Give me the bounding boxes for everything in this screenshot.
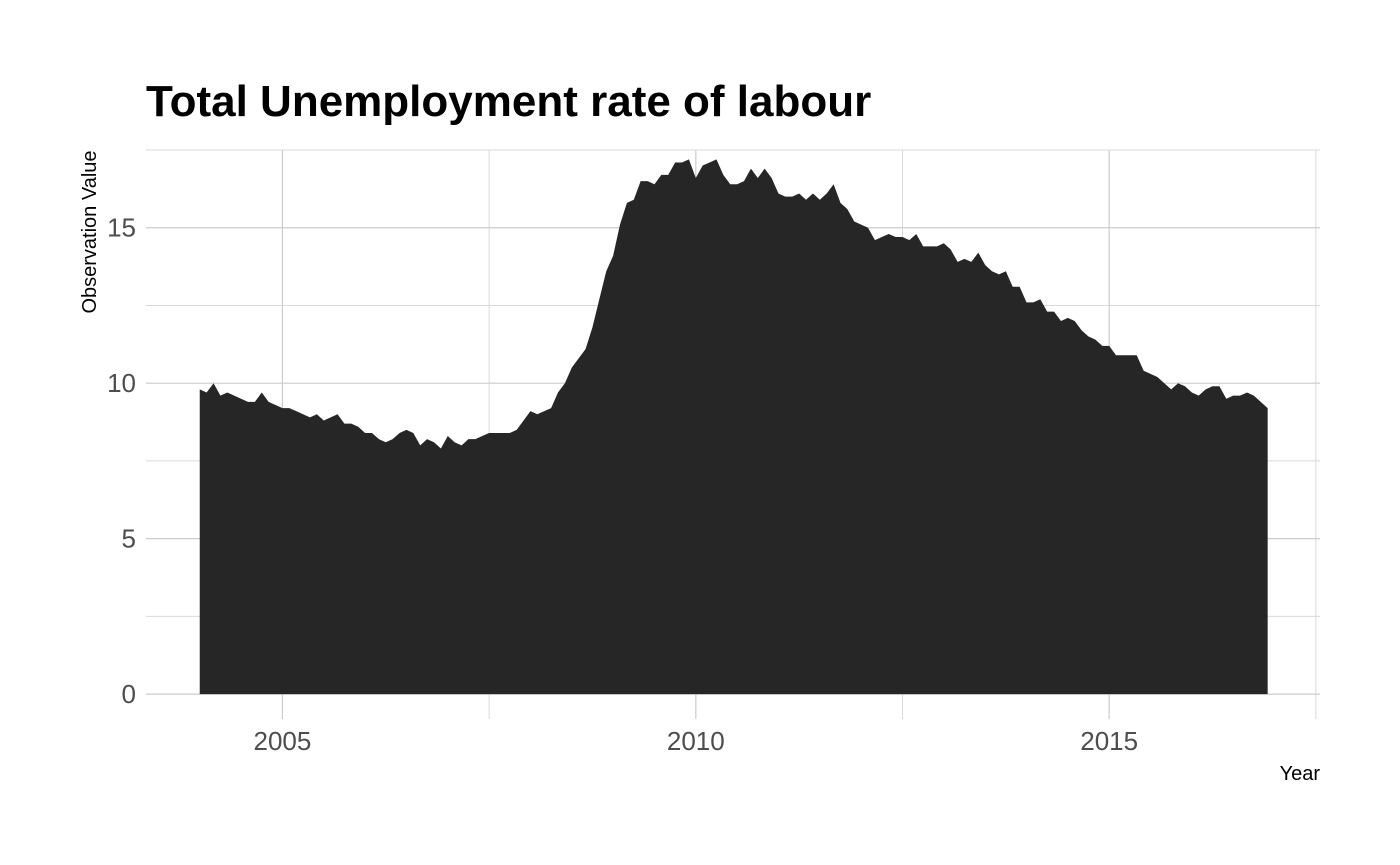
chart-title: Total Unemployment rate of labour (146, 77, 871, 126)
x-tick-label: 2005 (253, 726, 311, 756)
x-tick-label: 2015 (1080, 726, 1138, 756)
y-tick-label: 10 (107, 368, 136, 398)
plot-area (199, 159, 1268, 695)
y-axis-ticks: 0 5 10 15 (107, 213, 136, 709)
y-tick-label: 0 (122, 679, 136, 709)
y-tick-label: 5 (122, 524, 136, 554)
x-tick-label: 2010 (667, 726, 725, 756)
unemployment-area (199, 159, 1268, 695)
x-axis-title: Year (1280, 763, 1321, 785)
y-tick-label: 15 (107, 213, 136, 243)
x-axis-ticks: 2005 2010 2015 (253, 726, 1138, 756)
y-axis-title: Observation Value (79, 150, 101, 313)
